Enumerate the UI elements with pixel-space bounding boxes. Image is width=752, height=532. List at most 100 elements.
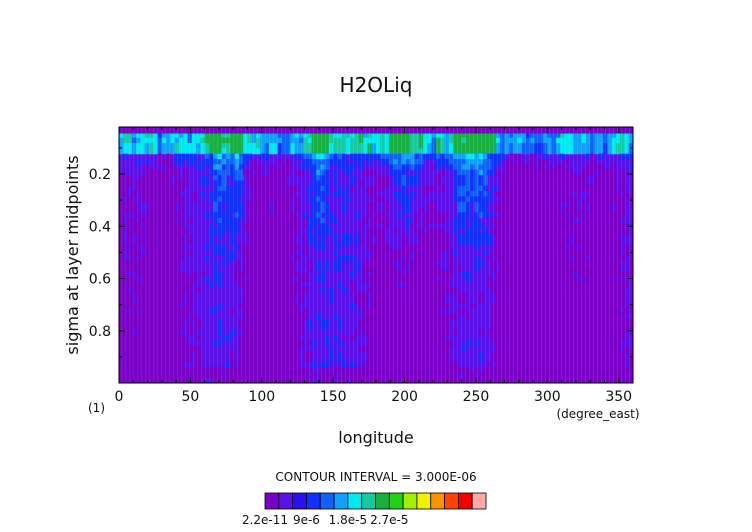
heatmap-cell	[384, 132, 390, 139]
heatmap-cell	[384, 303, 390, 309]
heatmap-cell	[440, 356, 446, 363]
heatmap-cell	[148, 233, 154, 240]
heatmap-cell	[136, 143, 142, 149]
heatmap-cell	[603, 308, 608, 315]
heatmap-cell	[178, 148, 184, 155]
heatmap-cell	[153, 287, 159, 293]
heatmap-cell	[238, 180, 244, 187]
heatmap-cell	[534, 303, 540, 309]
heatmap-cell	[598, 249, 604, 256]
heatmap-cell	[410, 175, 416, 181]
heatmap-cell	[607, 137, 613, 144]
heatmap-cell	[474, 185, 480, 192]
heatmap-cell	[191, 271, 197, 277]
heatmap-cell	[500, 228, 506, 235]
heatmap-cell	[615, 137, 621, 144]
heatmap-cell	[187, 143, 193, 149]
heatmap-cell	[500, 356, 506, 363]
heatmap-cell	[594, 281, 600, 288]
heatmap-cell	[590, 281, 596, 288]
heatmap-cell	[560, 324, 566, 331]
heatmap-cell	[161, 319, 167, 325]
heatmap-cell	[495, 153, 501, 160]
heatmap-cell	[388, 319, 394, 325]
heatmap-cell	[243, 169, 249, 176]
heatmap-cell	[251, 351, 257, 357]
heatmap-cell	[187, 367, 193, 373]
heatmap-cell	[230, 228, 236, 235]
heatmap-cell	[187, 148, 193, 155]
heatmap-cell	[427, 345, 433, 352]
heatmap-cell	[260, 255, 266, 261]
heatmap-cell	[555, 313, 561, 320]
heatmap-cell	[208, 281, 214, 288]
heatmap-cell	[174, 137, 180, 144]
heatmap-cell	[423, 191, 428, 197]
heatmap-cell	[388, 271, 394, 277]
heatmap-cell	[371, 297, 377, 304]
heatmap-cell	[551, 340, 557, 347]
heatmap-cell	[414, 164, 420, 171]
heatmap-cell	[397, 196, 403, 203]
heatmap-cell	[534, 260, 540, 267]
heatmap-cell	[538, 217, 544, 224]
heatmap-cell	[440, 143, 446, 149]
heatmap-cell	[594, 319, 600, 325]
heatmap-cell	[435, 292, 441, 299]
heatmap-cell	[423, 265, 428, 272]
heatmap-cell	[543, 207, 548, 213]
heatmap-cell	[521, 223, 527, 229]
heatmap-cell	[397, 175, 403, 181]
heatmap-cell	[598, 271, 604, 277]
heatmap-cell	[504, 281, 510, 288]
heatmap-cell	[487, 329, 493, 336]
heatmap-cell	[435, 335, 441, 341]
heatmap-cell	[440, 137, 446, 144]
y-tick-label: 0.2	[89, 167, 111, 183]
heatmap-cell	[264, 345, 270, 352]
heatmap-cell	[448, 313, 454, 320]
heatmap-cell	[431, 260, 437, 267]
heatmap-cell	[376, 196, 381, 203]
heatmap-cell	[234, 217, 240, 224]
heatmap-cell	[119, 228, 124, 235]
heatmap-cell	[465, 153, 471, 160]
heatmap-cell	[568, 313, 574, 320]
heatmap-cell	[178, 335, 184, 341]
heatmap-cell	[247, 217, 253, 224]
heatmap-cell	[568, 292, 574, 299]
heatmap-cell	[213, 143, 219, 149]
heatmap-cell	[615, 228, 621, 235]
heatmap-cell	[281, 361, 287, 368]
heatmap-cell	[286, 137, 291, 144]
heatmap-cell	[564, 345, 570, 352]
heatmap-cell	[316, 148, 321, 155]
heatmap-cell	[500, 345, 506, 352]
heatmap-cell	[547, 239, 553, 245]
heatmap-cell	[598, 169, 604, 176]
heatmap-cell	[410, 361, 416, 368]
heatmap-cell	[191, 148, 197, 155]
heatmap-cell	[457, 377, 463, 383]
heatmap-cell	[457, 159, 463, 165]
heatmap-cell	[590, 297, 596, 304]
heatmap-cell	[478, 297, 484, 304]
heatmap-cell	[615, 201, 621, 208]
heatmap-cell	[483, 185, 488, 192]
heatmap-cell	[551, 313, 557, 320]
heatmap-cell	[585, 271, 591, 277]
heatmap-cell	[538, 340, 544, 347]
heatmap-cell	[594, 137, 600, 144]
heatmap-cell	[303, 137, 309, 144]
heatmap-cell	[178, 271, 184, 277]
heatmap-cell	[298, 137, 304, 144]
heatmap-cell	[418, 132, 424, 139]
heatmap-cell	[547, 249, 553, 256]
heatmap-cell	[290, 345, 296, 352]
heatmap-cell	[414, 377, 420, 383]
heatmap-cell	[153, 228, 159, 235]
heatmap-cell	[166, 228, 171, 235]
heatmap-cell	[221, 260, 227, 267]
heatmap-cell	[161, 239, 167, 245]
heatmap-cell	[281, 228, 287, 235]
